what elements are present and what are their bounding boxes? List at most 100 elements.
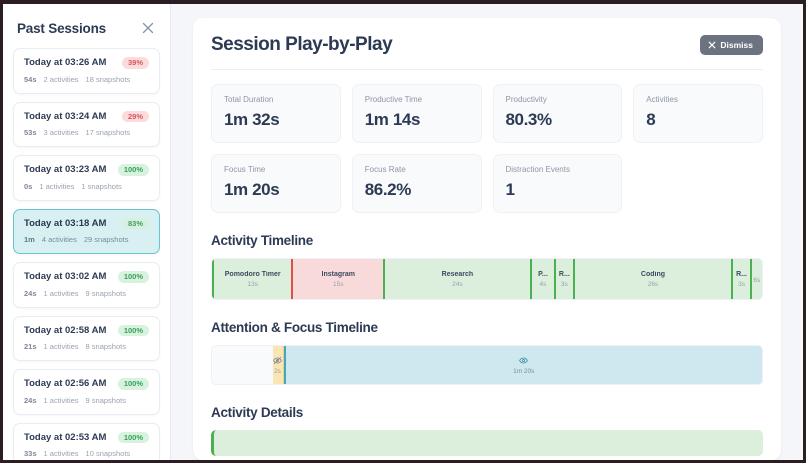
session-snapshots: 9 snapshots	[85, 288, 126, 298]
session-meta: 1m 4 activities 29 snapshots	[24, 235, 149, 244]
session-activities: 1 activities	[43, 288, 79, 298]
stat-value: 1	[505, 180, 515, 199]
stats-row-secondary: Focus Time 1m 20s Focus Rate 86.2% Distracti…	[211, 154, 763, 213]
stat-value: 8	[646, 110, 656, 129]
focus-timeline-title: Attention & Focus Timeline	[211, 320, 378, 335]
past-sessions-sidebar: Past Sessions Today at 03:26 AM 39% 54s 2 a…	[3, 4, 171, 460]
session-card[interactable]: Today at 03:18 AM 83% 1m 4 activities 29 sna…	[13, 208, 160, 254]
main-content: Session Play-by-Play Dismiss Total Durat…	[171, 4, 803, 460]
session-activities: 4 activities	[41, 235, 77, 244]
session-time: Today at 03:02 AM	[24, 271, 107, 283]
session-duration: 53s	[24, 128, 37, 137]
stats-row-primary: Total Duration 1m 32s Productive Time 1m 14…	[211, 84, 763, 143]
session-card-header: Today at 02:58 AM 100%	[24, 324, 149, 336]
sidebar-header: Past Sessions	[3, 4, 170, 48]
timeline-segment[interactable]: P... 4s	[529, 259, 555, 299]
session-meta: 54s 2 activities 18 snapshots	[24, 75, 149, 84]
session-card[interactable]: Today at 03:02 AM 100% 24s 1 activities 9 sn…	[13, 262, 160, 308]
session-activities: 1 activities	[43, 449, 79, 458]
session-duration: 54s	[24, 74, 37, 84]
session-card-header: Today at 03:24 AM 29%	[24, 110, 149, 122]
timeline-segment[interactable]: R... 3s	[731, 259, 750, 299]
focus-segment[interactable]: 1m 20s	[283, 346, 762, 384]
close-icon	[708, 41, 716, 49]
session-panel: Session Play-by-Play Dismiss Total Durat…	[193, 18, 781, 460]
session-time: Today at 03:23 AM	[24, 164, 107, 176]
session-snapshots: 8 snapshots	[85, 342, 126, 351]
timeline-segment[interactable]: 6s	[749, 259, 762, 299]
timeline-segment-name: Coding	[640, 270, 665, 278]
session-snapshots: 17 snapshots	[85, 128, 131, 137]
app-viewport: Past Sessions Today at 03:26 AM 39% 54s 2 a…	[3, 4, 803, 460]
page-title: Session Play-by-Play	[211, 34, 393, 55]
session-duration: 24s	[24, 395, 37, 405]
stat-label: Productive Time	[364, 95, 423, 104]
session-card[interactable]: Today at 02:53 AM 100% 33s 1 activities 10 s…	[13, 422, 160, 460]
session-activities: 3 activities	[43, 128, 79, 137]
session-card[interactable]: Today at 03:24 AM 29% 53s 3 activities 17 sn…	[13, 101, 160, 147]
session-card[interactable]: Today at 03:23 AM 100% 0s 1 activities 1 sna…	[13, 155, 160, 201]
session-meta: 33s 1 activities 10 snapshots	[24, 449, 149, 458]
session-activities: 1 activities	[43, 395, 79, 405]
focus-segment[interactable]	[212, 346, 273, 384]
session-snapshots: 29 snapshots	[83, 235, 129, 244]
session-meta: 24s 1 activities 9 snapshots	[24, 289, 149, 298]
session-card-header: Today at 02:53 AM 100%	[24, 431, 149, 443]
activity-timeline-bar[interactable]: Pomodoro Timer 13s Instagram 15s Research 24s…	[211, 258, 763, 300]
session-activities: 2 activities	[43, 74, 79, 84]
stat-card: Productive Time 1m 14s	[351, 84, 482, 143]
session-card[interactable]: Today at 02:56 AM 100% 24s 1 activities 9 sn…	[13, 369, 160, 415]
eye-off-icon	[273, 356, 282, 365]
focus-segment[interactable]: 2s	[272, 346, 284, 384]
activity-detail-row[interactable]	[211, 430, 763, 456]
stat-card: Activities 8	[633, 84, 763, 143]
session-time: Today at 03:24 AM	[24, 110, 107, 122]
stat-label: Productivity	[505, 95, 547, 104]
timeline-segment-duration: 13s	[247, 280, 258, 288]
timeline-segment[interactable]: Research 24s	[383, 259, 530, 299]
activity-timeline-title: Activity Timeline	[211, 233, 313, 248]
timeline-segment[interactable]: Instagram 15s	[291, 259, 384, 299]
session-duration: 33s	[24, 449, 37, 458]
timeline-segment-duration: 4s	[539, 280, 547, 288]
productivity-badge: 29%	[121, 110, 149, 122]
session-snapshots: 18 snapshots	[85, 74, 131, 84]
timeline-segment-name: Research	[441, 270, 474, 278]
sidebar-title: Past Sessions	[17, 20, 106, 36]
productivity-badge: 100%	[117, 324, 149, 336]
session-duration: 1m	[24, 235, 35, 244]
session-list[interactable]: Today at 03:26 AM 39% 54s 2 activities 18 sn…	[3, 48, 170, 460]
eye-icon	[519, 356, 529, 365]
session-time: Today at 03:18 AM	[24, 217, 107, 229]
session-meta: 24s 1 activities 9 snapshots	[24, 396, 149, 405]
session-duration: 0s	[24, 181, 33, 191]
session-card-header: Today at 03:02 AM 100%	[24, 271, 149, 283]
timeline-segment-duration: 26s	[647, 280, 659, 288]
stat-value: 1m 14s	[364, 110, 421, 129]
session-time: Today at 02:56 AM	[24, 378, 107, 390]
session-card[interactable]: Today at 03:26 AM 39% 54s 2 activities 18 sn…	[13, 48, 160, 94]
productivity-badge: 100%	[117, 431, 149, 443]
timeline-segment[interactable]: Pomodoro Timer 13s	[212, 259, 292, 299]
session-card-header: Today at 03:18 AM 83%	[24, 217, 149, 229]
timeline-segment-name: R...	[558, 270, 570, 278]
timeline-segment-name: Pomodoro Timer	[224, 270, 281, 278]
focus-timeline-bar[interactable]: 2s 1m 20s	[211, 345, 763, 385]
timeline-segment[interactable]: Coding 26s	[572, 259, 732, 299]
panel-header: Session Play-by-Play Dismiss	[211, 34, 763, 70]
stat-label: Focus Time	[224, 165, 266, 174]
stat-card: Focus Time 1m 20s	[211, 154, 341, 213]
dismiss-button[interactable]: Dismiss	[700, 35, 763, 55]
timeline-segment-duration: 3s	[560, 280, 568, 288]
stat-label: Total Duration	[224, 95, 274, 104]
timeline-segment-duration: 6s	[753, 277, 761, 284]
stat-value: 80.3%	[505, 110, 553, 129]
session-card[interactable]: Today at 02:58 AM 100% 21s 1 activities 8 sn…	[13, 315, 160, 361]
session-duration: 24s	[24, 288, 37, 298]
timeline-segment[interactable]: R... 3s	[554, 259, 573, 299]
dismiss-button-label: Dismiss	[720, 40, 753, 50]
stat-label: Activities	[646, 95, 678, 104]
productivity-badge: 100%	[117, 164, 149, 176]
close-icon[interactable]	[140, 20, 156, 36]
stat-value: 86.2%	[364, 180, 412, 199]
